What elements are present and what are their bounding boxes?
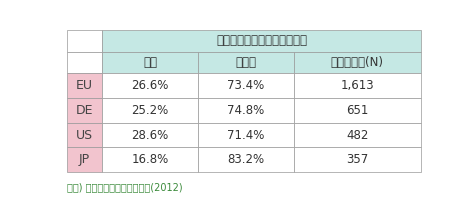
- Bar: [198, 147, 294, 172]
- Text: JP: JP: [79, 153, 90, 166]
- Bar: [67, 98, 102, 123]
- Bar: [294, 98, 421, 123]
- Bar: [67, 52, 102, 73]
- Bar: [102, 52, 198, 73]
- Bar: [198, 73, 294, 98]
- Text: はい: はい: [143, 56, 157, 69]
- Text: 16.8%: 16.8%: [131, 153, 169, 166]
- Text: サンプル数(N): サンプル数(N): [331, 56, 384, 69]
- Bar: [67, 30, 102, 52]
- Text: 651: 651: [346, 104, 368, 117]
- Bar: [102, 98, 198, 123]
- Bar: [294, 52, 421, 73]
- Bar: [102, 30, 421, 52]
- Text: US: US: [76, 129, 93, 142]
- Text: 357: 357: [346, 153, 368, 166]
- Text: いいえ: いいえ: [235, 56, 256, 69]
- Bar: [198, 98, 294, 123]
- Bar: [102, 147, 198, 172]
- Bar: [67, 73, 102, 98]
- Bar: [67, 147, 102, 172]
- Text: 74.8%: 74.8%: [227, 104, 264, 117]
- Text: EU: EU: [76, 79, 93, 92]
- Bar: [294, 147, 421, 172]
- Bar: [102, 73, 198, 98]
- Text: 1,613: 1,613: [340, 79, 374, 92]
- Text: 71.4%: 71.4%: [227, 129, 264, 142]
- Bar: [102, 123, 198, 147]
- Text: 出典) 長岡、塚田、大西、西村(2012): 出典) 長岡、塚田、大西、西村(2012): [67, 182, 182, 192]
- Text: 26.6%: 26.6%: [131, 79, 169, 92]
- Text: 25.2%: 25.2%: [131, 104, 169, 117]
- Bar: [67, 123, 102, 147]
- Bar: [294, 123, 421, 147]
- Bar: [198, 52, 294, 73]
- Text: DE: DE: [76, 104, 93, 117]
- Text: 73.4%: 73.4%: [227, 79, 264, 92]
- Text: 482: 482: [346, 129, 368, 142]
- Text: 83.2%: 83.2%: [227, 153, 264, 166]
- Text: 技術標準の開発に参加したか: 技術標準の開発に参加したか: [216, 35, 307, 47]
- Bar: [294, 73, 421, 98]
- Text: 28.6%: 28.6%: [131, 129, 169, 142]
- Bar: [198, 123, 294, 147]
